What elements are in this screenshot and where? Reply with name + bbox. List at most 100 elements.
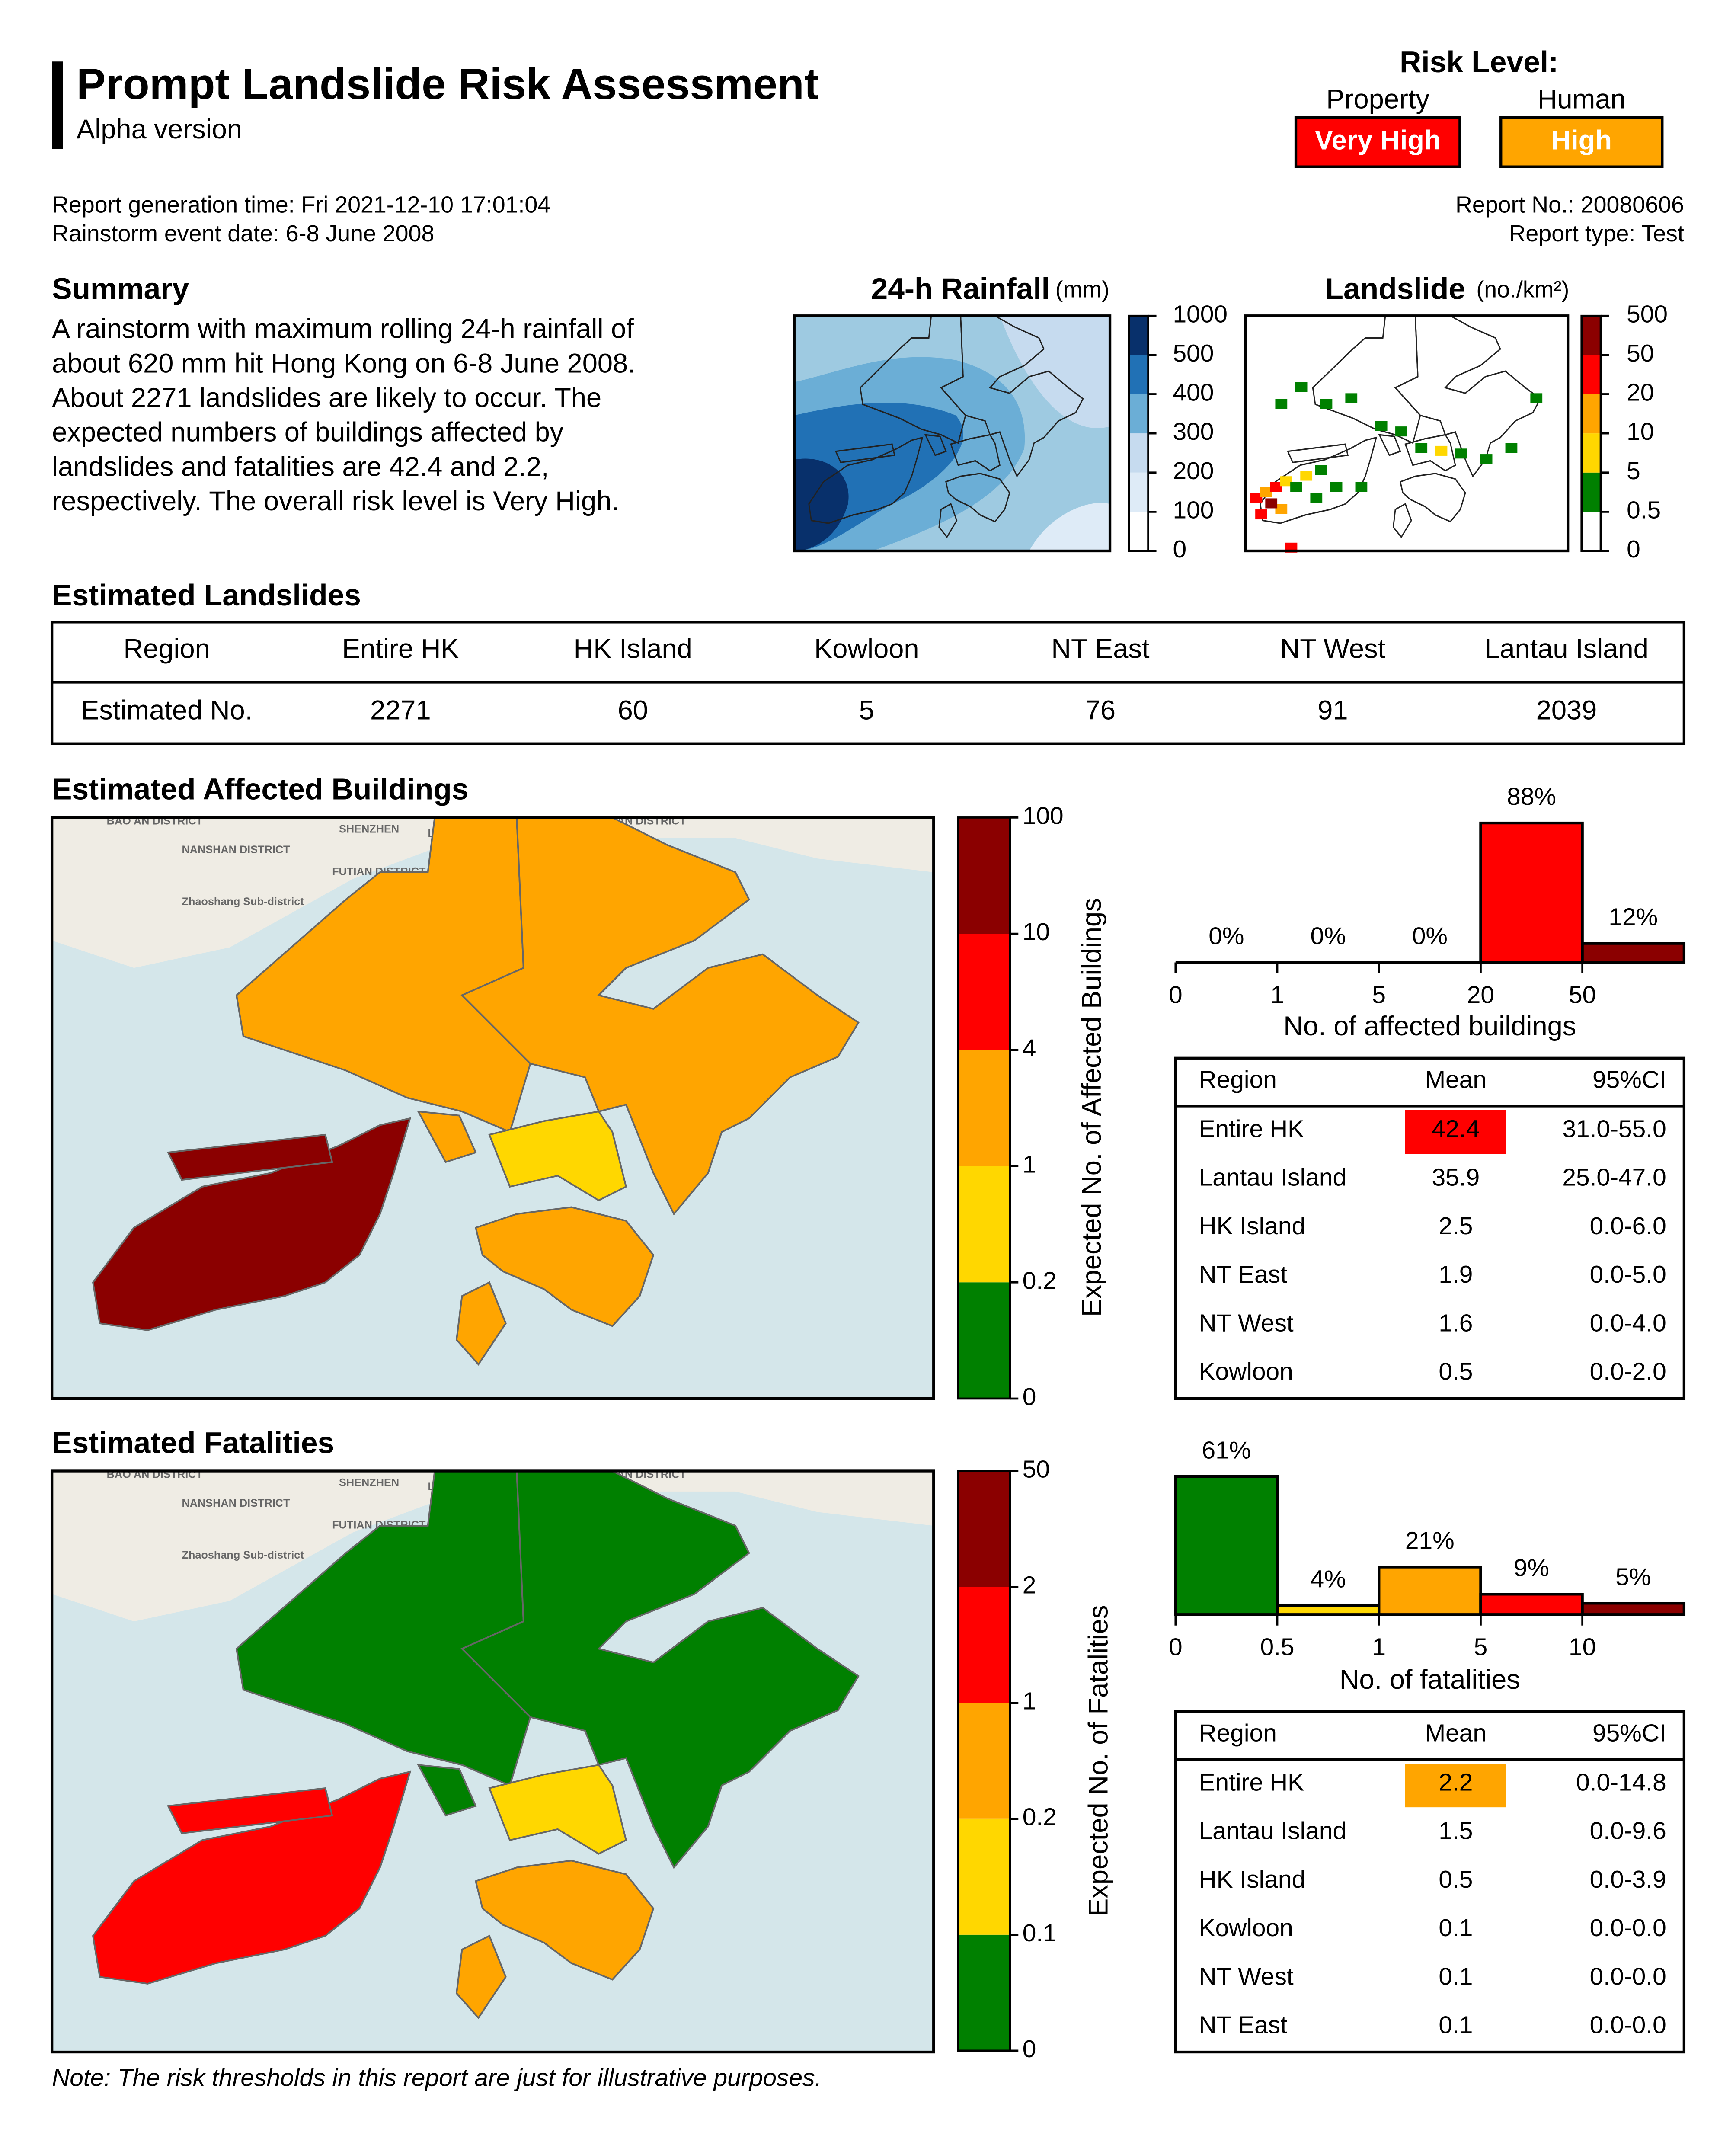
subtitle: Alpha version bbox=[77, 114, 242, 144]
map-region bbox=[166, 1133, 333, 1181]
table-cell: 0.0-9.6 bbox=[1590, 1817, 1666, 1845]
table-cell: 0.0-0.0 bbox=[1590, 1914, 1666, 1942]
histogram-tick-label: 20 bbox=[1467, 981, 1494, 1009]
colorbar-segment bbox=[958, 1166, 1010, 1283]
landslide-cell bbox=[1345, 393, 1358, 403]
risk-value: High bbox=[1551, 125, 1612, 155]
colorbar-tick-label: 1000 bbox=[1173, 300, 1228, 328]
table-cell: NT West bbox=[1280, 634, 1386, 664]
report-info: Report generation time: Fri 2021-12-10 1… bbox=[52, 192, 550, 218]
colorbar-tick-label: 20 bbox=[1627, 379, 1654, 407]
map-region bbox=[474, 1860, 655, 1981]
colorbar-segment bbox=[958, 1471, 1010, 1587]
basemap-label: Zhaoshang Sub-district bbox=[182, 1549, 304, 1561]
map-title: Landslide bbox=[1325, 272, 1465, 306]
landslide-cell bbox=[1415, 443, 1428, 453]
colorbar-tick-label: 0 bbox=[1627, 535, 1640, 563]
histogram-bar bbox=[1378, 1566, 1482, 1616]
histogram-value-label: 0% bbox=[1208, 922, 1244, 950]
landslide-cell bbox=[1455, 448, 1467, 459]
histogram-xlabel: No. of affected buildings bbox=[1283, 1011, 1576, 1041]
colorbar-tick-label: 1 bbox=[1023, 1687, 1036, 1715]
map-region bbox=[1260, 436, 1378, 524]
histogram-tick-label: 0.5 bbox=[1260, 1633, 1294, 1661]
basemap-label: SHENZHEN bbox=[339, 1477, 399, 1489]
landslide-cell bbox=[1355, 482, 1368, 492]
map-region bbox=[417, 1764, 477, 1817]
report-info: Report No.: 20080606 bbox=[1455, 192, 1684, 218]
mean-highlight bbox=[1405, 1764, 1506, 1808]
basemap-label: Zhaoshang Sub-district bbox=[182, 896, 304, 908]
table-cell: 0.5 bbox=[1439, 1358, 1473, 1386]
colorbar-tick-label: 2 bbox=[1023, 1572, 1036, 1599]
table-cell: HK Island bbox=[574, 634, 692, 664]
section-title: Estimated Landslides bbox=[52, 578, 361, 612]
map-region bbox=[166, 1787, 333, 1834]
summary-line: landslides and fatalities are 42.4 and 2… bbox=[52, 451, 549, 482]
table-cell: HK Island bbox=[1199, 1212, 1306, 1240]
histogram-tick-label: 50 bbox=[1569, 981, 1596, 1009]
risk-label: Property bbox=[1326, 84, 1429, 115]
landslide-cell bbox=[1530, 393, 1543, 403]
colorbar-segment bbox=[958, 934, 1010, 1050]
table-cell: Region bbox=[1199, 1719, 1277, 1747]
table-cell: Mean bbox=[1425, 1719, 1487, 1747]
summary-line: respectively. The overall risk level is … bbox=[52, 486, 619, 516]
histogram-value-label: 9% bbox=[1514, 1554, 1549, 1582]
colorbar-label: Expected No. of Affected Buildings bbox=[1077, 898, 1107, 1317]
map-region bbox=[940, 315, 1084, 478]
histogram-tick-label: 5 bbox=[1474, 1633, 1488, 1661]
colorbar-segment bbox=[1129, 394, 1148, 434]
map-region bbox=[1399, 473, 1466, 523]
table-cell: Lantau Island bbox=[1199, 1164, 1347, 1191]
map-unit: (no./km²) bbox=[1476, 277, 1569, 303]
map-region bbox=[488, 1111, 627, 1201]
table-cell: 1.5 bbox=[1439, 1817, 1473, 1845]
map-region bbox=[938, 503, 958, 538]
table-cell: Lantau Island bbox=[1199, 1817, 1347, 1845]
colorbar-tick-label: 5 bbox=[1627, 457, 1640, 485]
histogram-tick-label: 5 bbox=[1372, 981, 1386, 1009]
table-cell: 95%CI bbox=[1592, 1066, 1666, 1094]
table-cell: 2039 bbox=[1536, 695, 1597, 726]
histogram-value-label: 12% bbox=[1608, 903, 1658, 931]
table-cell: Region bbox=[124, 634, 210, 664]
basemap-label: NANSHAN DISTRICT bbox=[182, 844, 290, 856]
table-cell: 2271 bbox=[370, 695, 431, 726]
histogram-bar bbox=[1479, 1593, 1584, 1616]
colorbar-tick-label: 100 bbox=[1023, 802, 1064, 829]
summary-line: A rainstorm with maximum rolling 24-h ra… bbox=[52, 314, 634, 344]
histogram-value-label: 0% bbox=[1412, 922, 1448, 950]
table-border bbox=[1174, 1710, 1686, 2054]
map-border bbox=[50, 816, 935, 1400]
map-title: 24-h Rainfall bbox=[871, 272, 1050, 306]
landslide-cell bbox=[1330, 482, 1343, 492]
table-cell: 35.9 bbox=[1432, 1164, 1480, 1191]
landslide-cell bbox=[1375, 421, 1388, 431]
basemap-label: SHENZHEN bbox=[339, 823, 399, 836]
colorbar-tick-label: 50 bbox=[1627, 339, 1654, 367]
colorbar-segment bbox=[1581, 355, 1601, 394]
table-cell: Mean bbox=[1425, 1066, 1487, 1094]
landslide-cell bbox=[1505, 443, 1518, 453]
map-region bbox=[1392, 503, 1412, 538]
colorbar-tick-label: 300 bbox=[1173, 418, 1214, 445]
table-cell: 5 bbox=[859, 695, 874, 726]
colorbar-segment bbox=[958, 1050, 1010, 1166]
table-cell: 0.0-5.0 bbox=[1590, 1261, 1666, 1288]
map-region bbox=[92, 1117, 412, 1331]
map-region bbox=[1394, 315, 1541, 478]
map-region bbox=[1378, 434, 1401, 456]
summary-line: about 620 mm hit Hong Kong on 6-8 June 2… bbox=[52, 348, 636, 378]
colorbar-tick-label: 0.5 bbox=[1627, 496, 1661, 524]
landslide-cell bbox=[1310, 493, 1323, 503]
report-info: Report type: Test bbox=[1509, 221, 1684, 247]
landslide-cell bbox=[1280, 476, 1292, 487]
summary-line: About 2271 landslides are likely to occu… bbox=[52, 383, 601, 413]
report-info: Rainstorm event date: 6-8 June 2008 bbox=[52, 221, 434, 247]
table-cell: 1.6 bbox=[1439, 1309, 1473, 1337]
table-cell: NT East bbox=[1199, 2011, 1288, 2039]
table-cell: Entire HK bbox=[1199, 1768, 1304, 1796]
